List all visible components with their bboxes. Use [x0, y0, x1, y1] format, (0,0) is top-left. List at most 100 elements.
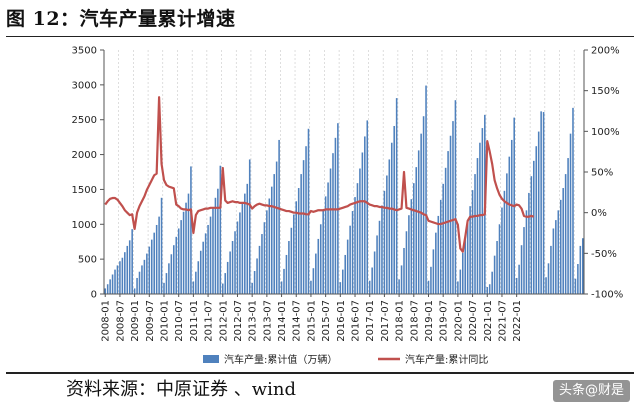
- bar: [528, 192, 530, 294]
- bar: [327, 182, 329, 294]
- chart: 0 500 1000 1500 2000 2500 3000 3500 -100% -50% 0% 5…: [72, 46, 624, 367]
- x-tick-label: 2015-01: [306, 300, 317, 342]
- line-layer: [104, 96, 535, 253]
- bar: [430, 266, 432, 294]
- bar: [241, 203, 244, 294]
- bar: [185, 202, 187, 294]
- bar: [226, 261, 229, 294]
- bar: [128, 240, 131, 294]
- bar: [246, 183, 249, 294]
- bar: [234, 231, 236, 294]
- legend-line-label: 汽车产量:累计同比: [405, 353, 488, 366]
- bar: [133, 288, 136, 294]
- bar: [138, 271, 141, 294]
- bar: [307, 128, 310, 294]
- bar: [398, 279, 400, 294]
- bar: [542, 112, 545, 294]
- left-tick-label: 500: [78, 255, 97, 266]
- bar: [305, 146, 307, 294]
- bar: [119, 261, 121, 294]
- bar: [270, 186, 273, 294]
- watermark: 头条@财是: [552, 380, 630, 402]
- x-tick-label: 2008-01: [101, 300, 112, 342]
- bar: [136, 277, 138, 294]
- bar: [268, 198, 271, 294]
- bar: [567, 158, 569, 294]
- bar: [295, 201, 298, 294]
- source-note: 资料来源：中原证券 、wind: [66, 379, 296, 400]
- bar: [361, 152, 364, 294]
- bar: [280, 281, 283, 294]
- x-tick-label: 2014-07: [292, 300, 303, 342]
- bar: [165, 273, 168, 294]
- bar: [442, 183, 444, 294]
- bar: [449, 135, 452, 294]
- bar: [537, 131, 540, 294]
- bar: [334, 137, 337, 294]
- right-tick-label: 0%: [591, 208, 607, 219]
- right-tick-label: 200%: [591, 46, 620, 57]
- bar: [126, 245, 129, 294]
- bar: [373, 251, 376, 294]
- bar: [109, 279, 111, 294]
- bar: [356, 183, 359, 294]
- bar: [148, 246, 151, 294]
- bar: [359, 168, 361, 294]
- x-tick-label: 2013-01: [248, 300, 259, 342]
- bar: [175, 236, 178, 294]
- x-tick-label: 2017-01: [365, 300, 376, 342]
- bar: [346, 239, 349, 294]
- bar: [457, 281, 459, 294]
- bar: [344, 254, 347, 294]
- bar: [173, 245, 175, 294]
- bar: [204, 233, 207, 294]
- bar: [564, 174, 567, 294]
- x-tick-label: 2013-07: [262, 300, 273, 342]
- bar: [520, 245, 523, 294]
- bar: [278, 139, 280, 294]
- bar: [297, 188, 300, 294]
- bar: [547, 263, 550, 294]
- bar: [437, 215, 440, 294]
- right-tick-label: -100%: [591, 290, 623, 301]
- source-divider: [6, 372, 634, 374]
- bar: [481, 128, 484, 294]
- bar: [224, 273, 227, 294]
- bar: [143, 259, 146, 294]
- bar: [266, 210, 268, 294]
- bar: [209, 216, 212, 294]
- x-tick-label: 2012-01: [218, 300, 229, 342]
- left-tick-label: 3000: [72, 80, 97, 91]
- bar: [569, 133, 572, 294]
- bar: [180, 220, 182, 294]
- bar: [422, 116, 425, 294]
- bar: [557, 210, 560, 294]
- bar: [158, 216, 160, 294]
- bar: [197, 261, 200, 294]
- bar: [190, 166, 192, 294]
- x-tick-label: 2009-01: [130, 300, 141, 342]
- bar: [364, 136, 366, 294]
- bar: [577, 264, 579, 294]
- bar: [319, 224, 322, 294]
- bar: [415, 167, 418, 294]
- bar: [525, 210, 528, 294]
- axes-layer: 0 500 1000 1500 2000 2500 3000 3500 -100% -50% 0% 5…: [72, 46, 624, 342]
- bar: [501, 207, 503, 294]
- bar: [435, 232, 437, 294]
- bar: [461, 252, 464, 294]
- page-title: 图 12：汽车产量累计增速: [6, 8, 236, 30]
- bar: [464, 236, 467, 294]
- bar: [214, 197, 217, 294]
- bar: [324, 196, 327, 294]
- bar: [368, 280, 371, 294]
- bar: [106, 284, 109, 294]
- right-tick-label: 100%: [591, 127, 620, 138]
- bar: [317, 238, 320, 294]
- bar: [388, 159, 391, 294]
- cumulative-yoy-line: [104, 96, 535, 253]
- bar: [408, 215, 410, 294]
- bar: [413, 183, 415, 294]
- bar: [221, 283, 224, 294]
- bar: [170, 254, 173, 294]
